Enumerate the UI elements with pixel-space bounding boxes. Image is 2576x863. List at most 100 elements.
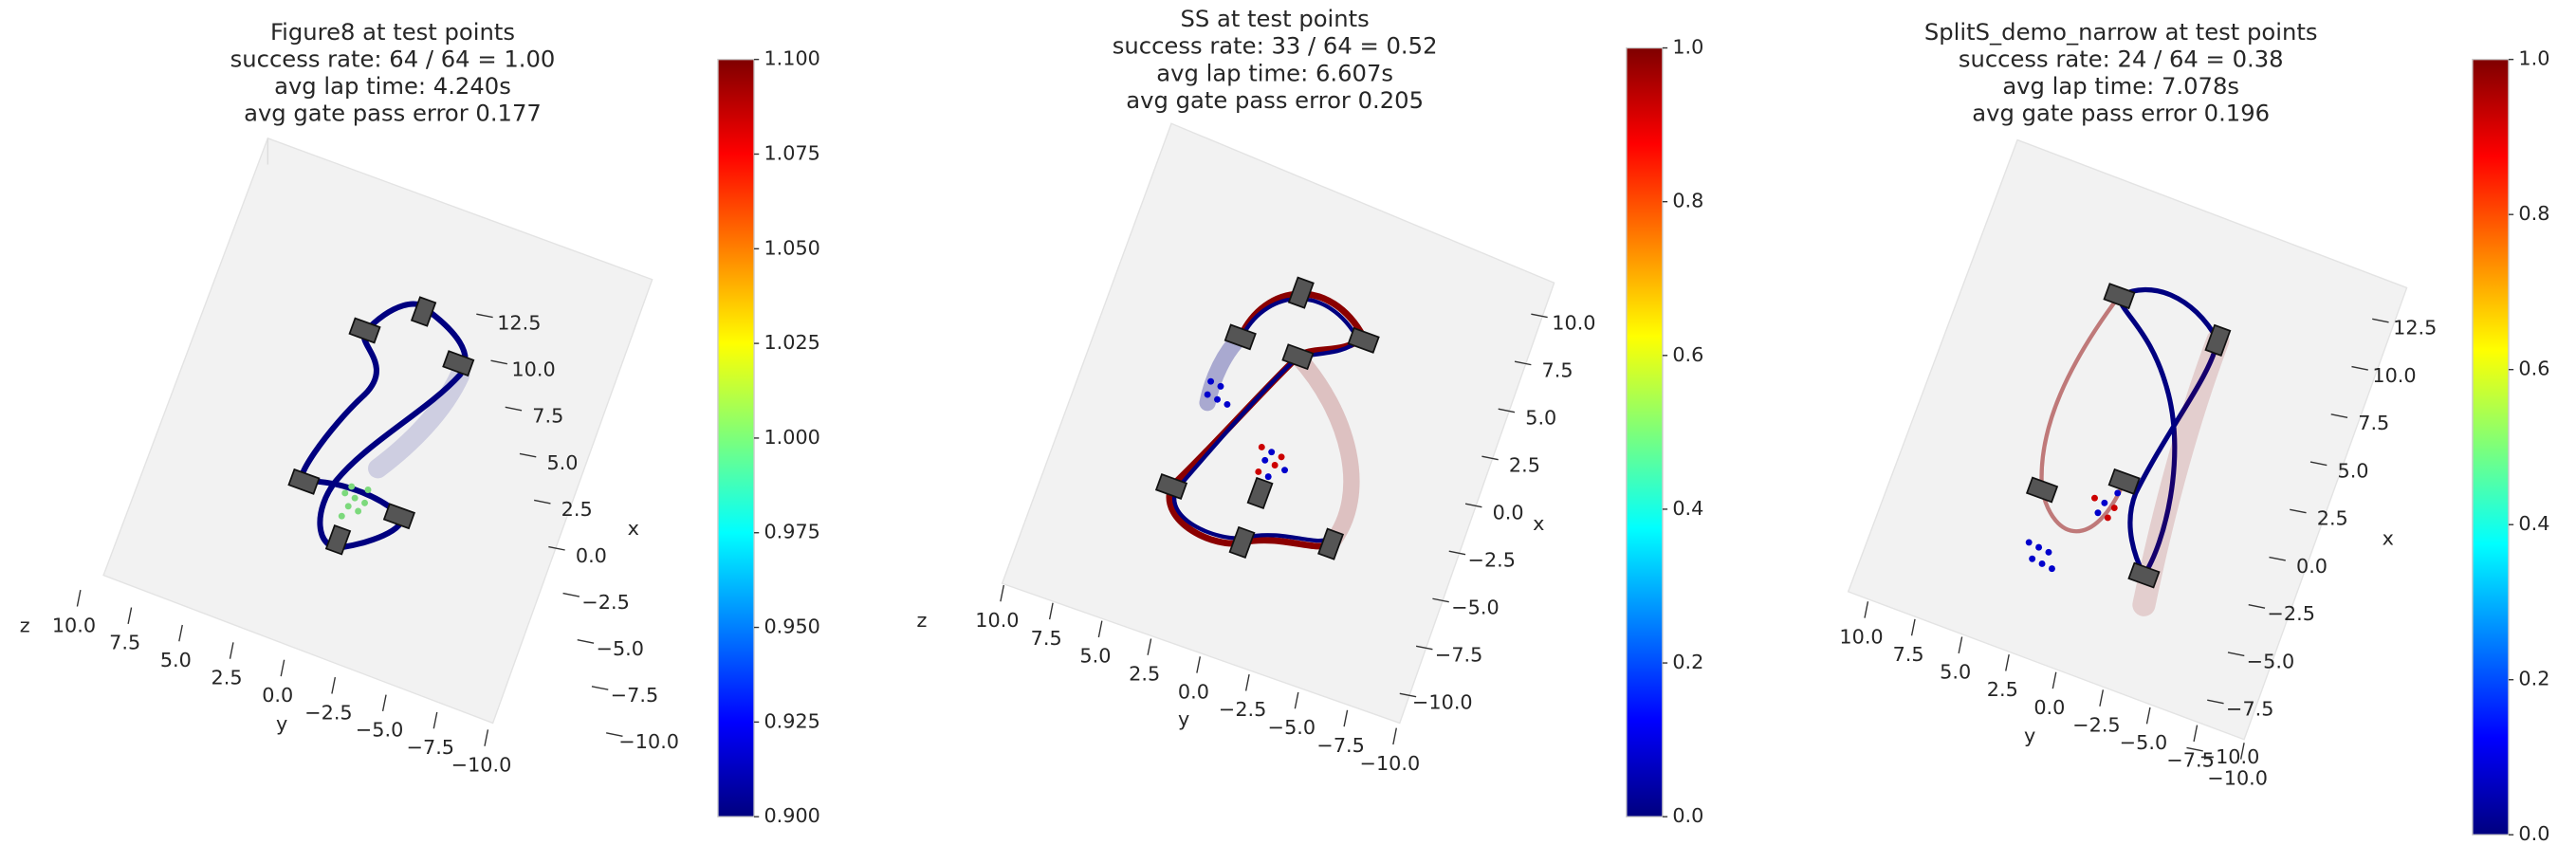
panel-3d-scene (102, 137, 653, 725)
x-tick (476, 313, 493, 319)
colorbar-tick-label: 1.000 (764, 426, 819, 449)
y-tick-label: −7.5 (2166, 749, 2214, 772)
x-tick-label: 5.0 (546, 451, 578, 474)
y-axis-label: y (276, 712, 287, 735)
x-tick (2309, 461, 2328, 467)
colorbar-tick-label: 0.8 (2518, 202, 2549, 225)
z-axis-label: z (917, 609, 928, 632)
y-tick-label: 0.0 (2033, 696, 2065, 719)
colorbar-tick-label: 0.0 (1672, 804, 1703, 827)
y-tick-label: −10.0 (2207, 766, 2268, 789)
y-tick-label: −5.0 (2120, 731, 2167, 754)
x-tick-label: 12.5 (2393, 317, 2437, 340)
colorbar-tick-label: 1.0 (2518, 47, 2549, 70)
x-tick (2351, 365, 2368, 371)
y-tick-label: −10.0 (451, 753, 512, 776)
colorbar-tick-label: 0.900 (764, 804, 819, 827)
colorbar-tick-label: 1.100 (764, 47, 819, 70)
x-tick (2330, 413, 2348, 418)
x-tick-label: −7.5 (1435, 644, 1482, 667)
start-points (2025, 489, 2122, 573)
y-tick (2145, 707, 2151, 725)
chart-title: SplitS_demo_narrow at test points (1924, 18, 2318, 46)
gates (287, 296, 475, 556)
x-tick (1514, 360, 1532, 366)
y-axis-label: y (2024, 724, 2035, 746)
colorbar-tick-label: 1.075 (764, 141, 819, 164)
y-tick (2099, 689, 2105, 707)
y-tick (331, 677, 337, 694)
y-tick (1958, 636, 1963, 653)
x-tick (1415, 645, 1433, 651)
y-tick-label: 2.5 (1987, 678, 2018, 701)
panel-3d-scene (1847, 138, 2408, 741)
x-tick-label: 5.0 (2337, 459, 2368, 482)
x-tick (606, 732, 623, 737)
pane (102, 137, 653, 725)
colorbar-tick-label: 1.0 (1672, 36, 1703, 59)
y-tick-label: 0.0 (1178, 680, 1209, 703)
x-tick (591, 686, 609, 690)
y-tick-label: 2.5 (1129, 663, 1160, 686)
trajectory-spread (1289, 348, 1360, 553)
y-tick (1910, 618, 1916, 636)
x-tick (562, 592, 580, 597)
x-tick (1498, 408, 1516, 413)
x-tick-label: −5.0 (1451, 597, 1499, 619)
x-tick (534, 499, 551, 505)
x-tick-label: 10.0 (2372, 364, 2416, 387)
colorbar-tick-label: 0.4 (2518, 512, 2549, 535)
y-tick-label: −5.0 (1268, 716, 1316, 739)
x-tick (1448, 550, 1466, 556)
x-tick-label: −7.5 (611, 684, 658, 707)
pane (1847, 138, 2408, 741)
colorbar-tick-label: 1.050 (764, 236, 819, 259)
x-tick-label: 7.5 (532, 405, 563, 428)
x-tick-label: −2.5 (2268, 602, 2315, 625)
x-tick (2290, 508, 2307, 514)
colorbar-tick-label: 1.025 (764, 331, 819, 354)
y-tick (2005, 654, 2010, 671)
panel-3d-scene (1001, 122, 1555, 725)
y-tick-label: 2.5 (212, 666, 243, 689)
colorbar-tick-label: 0.0 (2518, 822, 2549, 845)
x-tick (2372, 318, 2389, 323)
chart-title: success rate: 33 / 64 = 0.52 (1113, 32, 1438, 60)
y-tick (229, 642, 234, 659)
y-tick (1147, 638, 1152, 655)
y-tick-label: −7.5 (1316, 734, 1364, 757)
y-tick (280, 659, 285, 677)
y-tick-label: 5.0 (1079, 645, 1111, 668)
y-tick-label: −7.5 (407, 736, 454, 759)
x-tick (577, 639, 595, 644)
colorbar (717, 58, 755, 817)
chart-title: avg lap time: 7.078s (2002, 72, 2239, 100)
chart-title: success rate: 64 / 64 = 1.00 (230, 46, 556, 73)
colorbar (1626, 46, 1664, 817)
colorbar-tick-label: 0.4 (1672, 497, 1703, 520)
start-points (338, 483, 372, 520)
chart-title: avg lap time: 4.240s (274, 72, 511, 100)
chart-title: avg gate pass error 0.205 (1126, 86, 1424, 114)
y-tick (1097, 620, 1103, 638)
colorbar-tick-label: 0.975 (764, 521, 819, 543)
chart-title: avg gate pass error 0.177 (244, 100, 542, 127)
y-tick (2052, 671, 2057, 689)
x-tick (2227, 652, 2245, 657)
x-tick-label: −5.0 (2247, 650, 2294, 672)
chart-title: success rate: 24 / 64 = 0.38 (1959, 46, 2284, 73)
colorbar-tick-label: 0.925 (764, 709, 819, 732)
y-tick-label: 5.0 (160, 649, 192, 671)
x-tick-label: −2.5 (581, 591, 629, 614)
y-tick-label: 0.0 (262, 684, 293, 707)
colorbar-tick-label: 0.2 (2518, 668, 2549, 690)
colorbar-tick-label: 0.6 (1672, 343, 1703, 366)
trajectory-spread (368, 364, 470, 479)
x-tick-label: −2.5 (1468, 549, 1516, 572)
y-tick-label: −2.5 (304, 701, 352, 724)
x-tick-label: 7.5 (1542, 359, 1573, 382)
x-tick-label: −10.0 (618, 730, 679, 753)
y-tick (178, 624, 183, 642)
y-tick-label: 10.0 (1839, 625, 1883, 648)
